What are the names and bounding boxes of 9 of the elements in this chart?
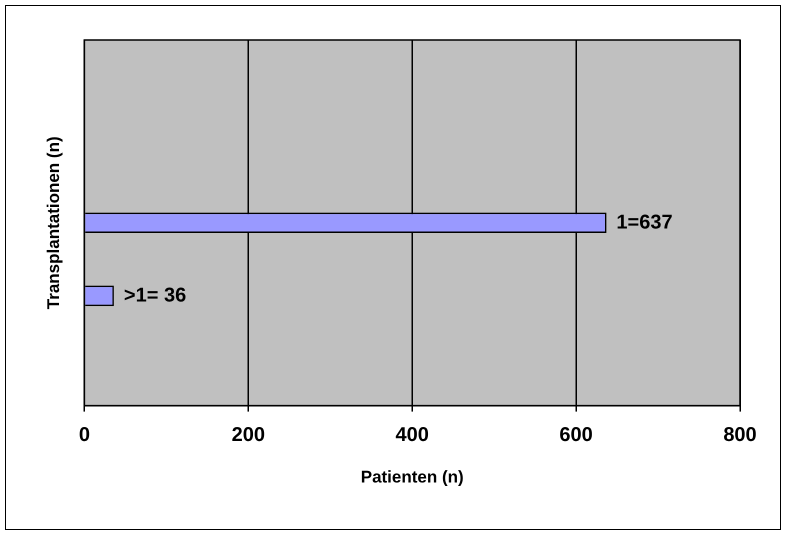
x-tick-label: 400 (396, 424, 429, 446)
x-tick-label: 600 (559, 424, 593, 446)
x-tick-label: 0 (78, 424, 90, 446)
x-axis-title: Patienten (n) (360, 467, 464, 486)
data-label: >1= 36 (124, 284, 186, 306)
x-tick-label: 200 (232, 424, 265, 446)
x-tick-label: 800 (723, 424, 757, 446)
data-label: 1=637 (616, 211, 673, 234)
y-axis-title: Transplantationen (n) (44, 136, 63, 310)
